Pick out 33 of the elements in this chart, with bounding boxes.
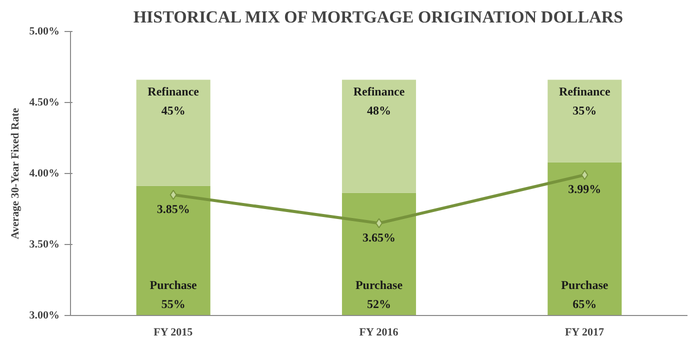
series-label: Refinance (148, 84, 200, 99)
series-label: Purchase (561, 278, 609, 292)
y-tick-label: 4.00% (29, 168, 60, 180)
text: Purchase (150, 278, 197, 292)
bar (548, 162, 622, 316)
x-tick-label: FY 2017 (564, 326, 604, 338)
bar (136, 80, 210, 186)
y-tick-label: 5.00% (29, 26, 60, 38)
y-tick-label: 4.50% (29, 96, 60, 108)
x-tick-label: FY 2016 (359, 326, 399, 338)
data-label: 3.65% (362, 230, 396, 244)
y-axis-title: Average 30-Year Fixed Rate (9, 108, 22, 240)
bar (342, 192, 416, 316)
data-label: 65% (572, 296, 597, 311)
bar (136, 186, 210, 316)
y-tick-label: 3.00% (29, 310, 60, 322)
text: Refinance (353, 84, 405, 99)
chart-title: HISTORICAL MIX OF MORTGAGE ORIGINATION DOLLARS (133, 8, 624, 26)
bar (548, 80, 622, 162)
text: Purchase (355, 278, 403, 292)
data-label: 52% (367, 296, 391, 311)
data-label: 48% (367, 103, 391, 118)
x-tick-label: FY 2015 (154, 326, 194, 338)
data-label: 55% (161, 296, 186, 311)
point (170, 190, 177, 200)
text: Refinance (559, 84, 610, 99)
data-label: 3.85% (156, 202, 190, 216)
point (581, 170, 588, 180)
y-tick-label: 3.50% (29, 238, 60, 250)
data-label: 3.99% (568, 182, 602, 196)
data-label: 45% (161, 103, 186, 118)
data-label: 35% (572, 103, 597, 118)
bar (342, 80, 416, 193)
